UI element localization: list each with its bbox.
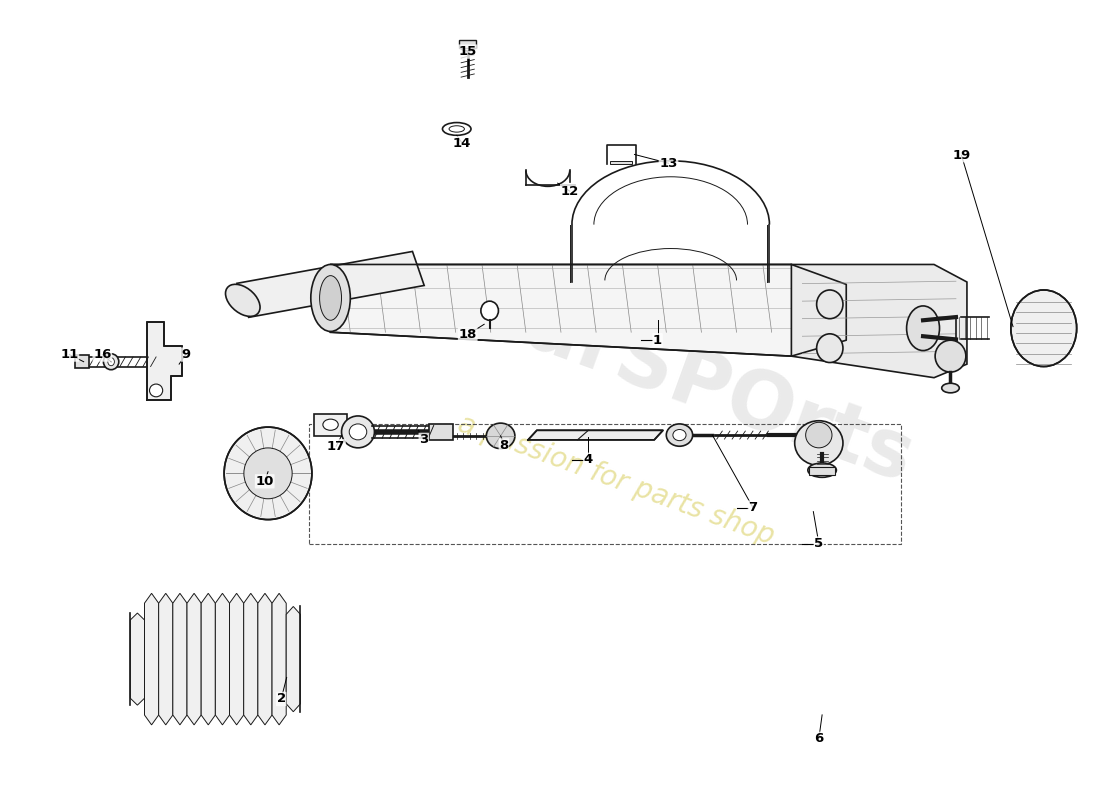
Ellipse shape xyxy=(320,276,341,320)
Ellipse shape xyxy=(108,358,114,366)
Ellipse shape xyxy=(816,334,843,362)
Text: 2: 2 xyxy=(276,693,286,706)
Text: 10: 10 xyxy=(255,475,274,488)
Ellipse shape xyxy=(486,423,515,449)
Ellipse shape xyxy=(942,383,959,393)
Bar xyxy=(429,424,453,440)
Text: 4: 4 xyxy=(584,454,593,466)
Ellipse shape xyxy=(460,43,475,51)
Ellipse shape xyxy=(442,122,471,135)
Bar xyxy=(315,414,346,436)
Polygon shape xyxy=(791,265,967,378)
Ellipse shape xyxy=(816,290,843,318)
Text: 3: 3 xyxy=(419,434,428,446)
Ellipse shape xyxy=(224,427,312,519)
Polygon shape xyxy=(216,594,230,725)
Text: 12: 12 xyxy=(561,185,579,198)
Text: 19: 19 xyxy=(953,149,970,162)
Polygon shape xyxy=(130,613,144,705)
Text: 9: 9 xyxy=(182,348,190,361)
Ellipse shape xyxy=(244,448,293,498)
Bar xyxy=(610,161,632,164)
Text: 13: 13 xyxy=(659,157,678,170)
Ellipse shape xyxy=(1011,290,1077,366)
Ellipse shape xyxy=(323,419,338,430)
Text: 16: 16 xyxy=(94,348,111,361)
Polygon shape xyxy=(257,594,272,725)
Ellipse shape xyxy=(667,424,693,446)
Ellipse shape xyxy=(349,424,366,440)
Ellipse shape xyxy=(226,284,260,316)
Polygon shape xyxy=(236,251,425,318)
Text: eurSPOrts: eurSPOrts xyxy=(462,268,924,500)
Polygon shape xyxy=(244,594,257,725)
Text: 18: 18 xyxy=(459,328,477,341)
Text: 14: 14 xyxy=(453,137,472,150)
Text: 15: 15 xyxy=(459,45,476,58)
Bar xyxy=(808,467,835,475)
Ellipse shape xyxy=(673,430,686,441)
Text: 5: 5 xyxy=(814,537,824,550)
Text: 1: 1 xyxy=(653,334,662,346)
Polygon shape xyxy=(187,594,201,725)
Text: 8: 8 xyxy=(499,439,508,452)
Ellipse shape xyxy=(311,265,350,331)
Polygon shape xyxy=(158,594,173,725)
Ellipse shape xyxy=(481,301,498,320)
Bar xyxy=(75,355,89,368)
Polygon shape xyxy=(147,322,183,400)
Polygon shape xyxy=(331,265,846,356)
Text: a passion for parts shop: a passion for parts shop xyxy=(454,410,778,550)
Ellipse shape xyxy=(805,422,832,448)
Ellipse shape xyxy=(341,416,374,448)
Ellipse shape xyxy=(449,126,464,132)
Ellipse shape xyxy=(103,354,119,370)
Bar xyxy=(459,41,476,48)
Text: 6: 6 xyxy=(814,732,824,746)
Ellipse shape xyxy=(935,340,966,372)
Ellipse shape xyxy=(807,463,836,478)
Polygon shape xyxy=(230,594,244,725)
Ellipse shape xyxy=(150,384,163,397)
Polygon shape xyxy=(272,594,286,725)
Polygon shape xyxy=(173,594,187,725)
Polygon shape xyxy=(528,430,663,440)
Polygon shape xyxy=(144,594,158,725)
Polygon shape xyxy=(201,594,216,725)
Text: 17: 17 xyxy=(327,440,345,453)
Text: 11: 11 xyxy=(60,348,78,361)
Ellipse shape xyxy=(906,306,939,350)
Polygon shape xyxy=(286,606,300,712)
Text: 7: 7 xyxy=(748,501,758,514)
Ellipse shape xyxy=(794,421,843,466)
